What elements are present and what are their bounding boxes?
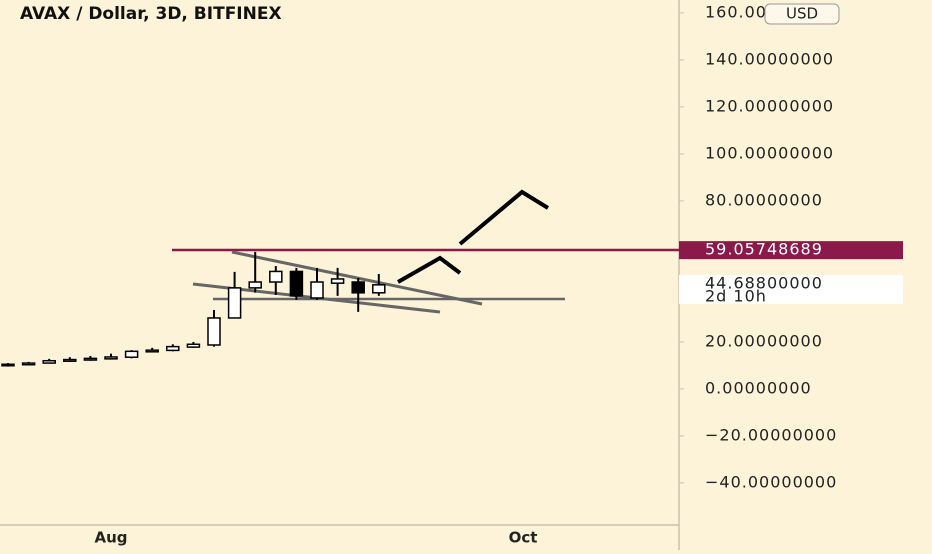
- x-tick-label: Oct: [509, 529, 538, 547]
- x-tick-label: Aug: [94, 529, 127, 547]
- last-price-badge: [679, 274, 903, 304]
- chart-title: AVAX / Dollar, 3D, BITFINEX: [20, 4, 282, 24]
- last-price-label: 44.68800000: [705, 273, 823, 292]
- candle-body: [1, 363, 15, 367]
- candle-body: [227, 287, 242, 319]
- candle-body: [166, 345, 180, 352]
- y-tick-label: −20.00000000: [705, 425, 837, 444]
- arrow: [458, 189, 550, 246]
- candle-body: [330, 278, 345, 284]
- plot: [1, 251, 386, 367]
- candle-body: [248, 281, 262, 289]
- candle-body: [269, 270, 283, 283]
- candle-body: [351, 281, 365, 294]
- candle-body: [310, 281, 324, 299]
- candle-body: [186, 343, 201, 348]
- y-tick-label: 20.00000000: [705, 331, 823, 350]
- currency-label: USD: [786, 5, 818, 23]
- y-tick-label: −40.00000000: [705, 472, 837, 491]
- price-line-badge: [679, 241, 903, 260]
- candle-body: [145, 349, 159, 353]
- candle-body: [372, 284, 386, 294]
- currency-badge: [764, 3, 840, 25]
- candle-body: [104, 356, 118, 360]
- y-tick-label: 120.00000000: [705, 96, 834, 115]
- countdown-label: 2d 10h: [705, 286, 767, 305]
- candle-body: [124, 350, 139, 358]
- y-tick-label: 0.00000000: [705, 378, 812, 397]
- trend-line: [231, 250, 483, 306]
- candle-body: [63, 358, 77, 362]
- candle-body: [289, 270, 304, 297]
- price-line-label: 59.05748689: [705, 240, 823, 259]
- candle-body: [21, 362, 36, 366]
- y-tick-label: 80.00000000: [705, 190, 823, 209]
- candle-body: [207, 317, 221, 346]
- candle-body: [83, 357, 98, 361]
- y-tick-label: 100.00000000: [705, 143, 834, 162]
- price-axis: 160.00000000140.00000000120.00000000100.…: [679, 2, 903, 491]
- drawings: [172, 189, 679, 314]
- y-tick-label: 140.00000000: [705, 49, 834, 68]
- candle-body: [42, 359, 56, 364]
- arrow: [397, 255, 462, 284]
